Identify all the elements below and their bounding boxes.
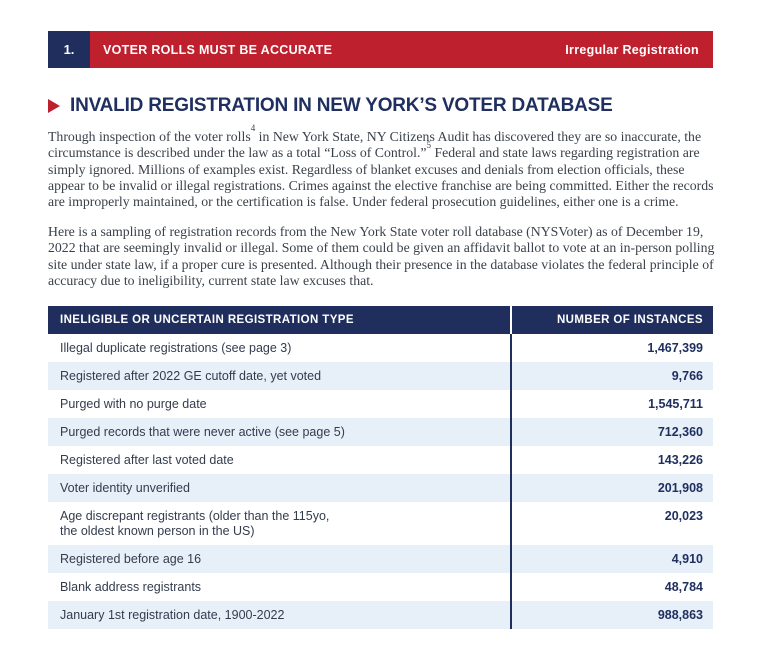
section-header-right-label: Irregular Registration <box>565 42 699 57</box>
paragraph-2: Here is a sampling of registration recor… <box>48 224 715 288</box>
instance-count-cell: 712,360 <box>510 418 713 446</box>
table-row: Illegal duplicate registrations (see pag… <box>48 334 713 362</box>
table-row: Voter identity unverified 201,908 <box>48 474 713 502</box>
section-number-box: 1. <box>48 31 90 68</box>
paragraph-1-text: in New York State, NY Citizens Audit has… <box>48 129 702 161</box>
section-header-title: VOTER ROLLS MUST BE ACCURATE <box>103 42 333 57</box>
page-title-text: INVALID REGISTRATION IN NEW YORK’S VOTER… <box>70 95 613 116</box>
instance-count-cell: 1,545,711 <box>510 390 713 418</box>
paragraph-1: Through inspection of the voter rolls4 i… <box>48 124 718 210</box>
instance-count-cell: 4,910 <box>510 545 713 573</box>
registration-type-cell: Registered after last voted date <box>60 452 234 467</box>
column-header-count: NUMBER OF INSTANCES <box>510 306 713 334</box>
footnote-marker-4: 4 <box>250 123 256 134</box>
registration-type-cell: Age discrepant registrants (older than t… <box>60 508 330 538</box>
instance-count-cell: 1,467,399 <box>510 334 713 362</box>
registration-type-cell: Purged with no purge date <box>60 396 207 411</box>
table-header-row: INELIGIBLE OR UNCERTAIN REGISTRATION TYP… <box>48 306 713 334</box>
column-header-type: INELIGIBLE OR UNCERTAIN REGISTRATION TYP… <box>48 306 511 334</box>
instance-count-cell: 988,863 <box>510 601 713 629</box>
table-row: Purged with no purge date 1,545,711 <box>48 390 713 418</box>
registration-type-cell: January 1st registration date, 1900-2022 <box>60 607 285 622</box>
registration-table: INELIGIBLE OR UNCERTAIN REGISTRATION TYP… <box>48 306 713 629</box>
instance-count-cell: 143,226 <box>510 446 713 474</box>
page-title: INVALID REGISTRATION IN NEW YORK’S VOTER… <box>48 95 613 117</box>
table-row: Age discrepant registrants (older than t… <box>48 502 713 545</box>
registration-type-cell: Voter identity unverified <box>60 480 190 495</box>
paragraph-1-text: Federal and state laws regarding registr… <box>48 145 714 210</box>
table-row: Purged records that were never active (s… <box>48 418 713 446</box>
footnote-marker-5: 5 <box>426 139 432 150</box>
table-row: Blank address registrants 48,784 <box>48 573 713 601</box>
triangle-bullet-icon <box>48 99 60 113</box>
section-header-strip: VOTER ROLLS MUST BE ACCURATE Irregular R… <box>90 31 713 68</box>
instance-count-cell: 48,784 <box>510 573 713 601</box>
section-number: 1. <box>63 42 75 57</box>
table-row: Registered before age 16 4,910 <box>48 545 713 573</box>
table-row: Registered after last voted date 143,226 <box>48 446 713 474</box>
table-row: Registered after 2022 GE cutoff date, ye… <box>48 362 713 390</box>
registration-type-cell: Blank address registrants <box>60 579 202 594</box>
registration-type-cell: Purged records that were never active (s… <box>60 424 345 439</box>
table-row: January 1st registration date, 1900-2022… <box>48 601 713 629</box>
registration-type-cell: Registered before age 16 <box>60 551 202 566</box>
instance-count-cell: 9,766 <box>510 362 713 390</box>
section-header-bar: 1. VOTER ROLLS MUST BE ACCURATE Irregula… <box>48 31 713 68</box>
registration-type-cell: Illegal duplicate registrations (see pag… <box>60 340 292 355</box>
registration-type-cell: Registered after 2022 GE cutoff date, ye… <box>60 368 322 383</box>
instance-count-cell: 201,908 <box>510 474 713 502</box>
paragraph-1-text: Through inspection of the voter rolls <box>48 129 251 144</box>
instance-count-cell: 20,023 <box>510 502 713 545</box>
